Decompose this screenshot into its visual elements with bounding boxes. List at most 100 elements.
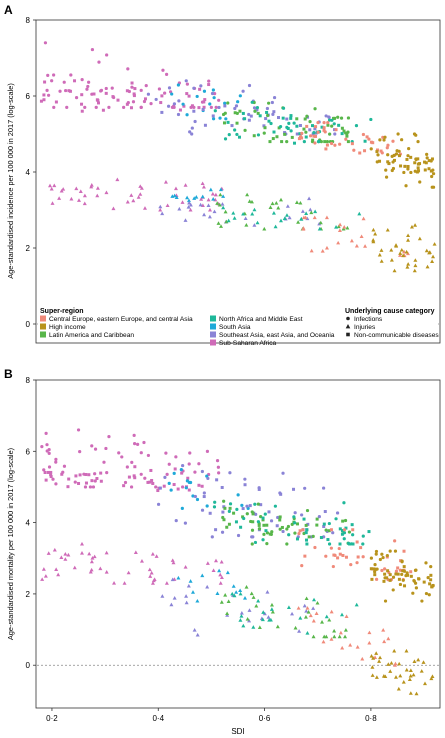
infection-point	[181, 102, 185, 106]
infection-point	[236, 493, 240, 497]
ncd-point	[322, 524, 326, 528]
injury-point	[219, 600, 224, 604]
infection-point	[411, 591, 415, 595]
ytick-label: 2	[26, 590, 31, 599]
injury-point	[338, 630, 343, 635]
injury-point	[379, 248, 384, 252]
infection-point	[327, 115, 331, 119]
ncd-point	[416, 157, 420, 161]
injury-point	[406, 238, 411, 242]
ncd-point	[200, 484, 204, 488]
infection-point	[262, 131, 266, 135]
infection-point	[343, 518, 348, 523]
injury-point	[369, 653, 374, 658]
infection-point	[130, 460, 134, 464]
ncd-point	[338, 527, 342, 531]
injury-point	[306, 610, 311, 614]
injury-point	[95, 186, 100, 190]
ncd-point	[264, 529, 268, 533]
injury-point	[188, 202, 193, 207]
ncd-point	[292, 487, 296, 491]
ncd-point	[341, 553, 345, 557]
injury-point	[223, 209, 228, 214]
injury-point	[385, 227, 390, 232]
infection-point	[311, 534, 315, 538]
infection-point	[243, 477, 247, 481]
injury-point	[285, 204, 290, 208]
injury-point	[294, 200, 299, 205]
ncd-point	[237, 135, 241, 139]
injury-point	[303, 215, 308, 220]
injury-point	[354, 243, 359, 248]
infection-point	[223, 101, 227, 105]
infection-point	[287, 121, 291, 125]
ncd-point	[78, 473, 82, 477]
ncd-point	[101, 108, 105, 112]
injury-point	[413, 223, 418, 227]
injury-point	[165, 203, 170, 208]
ncd-point	[116, 98, 120, 102]
panel-a-label: A	[4, 3, 13, 17]
injury-point	[344, 614, 349, 619]
ncd-point	[243, 117, 247, 121]
ncd-point	[383, 572, 387, 576]
ncd-point	[355, 540, 359, 544]
infection-point	[214, 105, 218, 109]
infection-point	[383, 599, 388, 603]
injury-point	[223, 593, 228, 597]
infection-point	[163, 475, 167, 479]
infection-point	[297, 532, 301, 536]
ncd-point	[257, 487, 261, 491]
injury-point	[377, 252, 382, 257]
legend-swatch	[210, 339, 216, 346]
ncd-point	[413, 161, 417, 165]
injury-point	[268, 205, 273, 210]
infection-point	[228, 502, 233, 506]
injury-point	[406, 233, 411, 238]
ncd-point	[160, 94, 164, 98]
ncd-point	[149, 468, 153, 472]
ncd-point	[310, 124, 314, 128]
ncd-point	[423, 160, 427, 164]
infection-point	[217, 471, 221, 475]
injury-point	[371, 238, 376, 242]
legend-region-title: Super-region	[40, 308, 84, 315]
infection-point	[313, 107, 317, 111]
infection-point	[164, 451, 168, 455]
ncd-point	[382, 579, 386, 583]
ncd-point	[182, 104, 186, 108]
injury-point	[218, 187, 223, 192]
ncd-point	[241, 507, 245, 511]
injury-point	[151, 578, 156, 583]
injury-point	[52, 547, 57, 552]
infection-point	[243, 128, 247, 132]
infection-point	[188, 130, 192, 134]
ncd-point	[66, 485, 70, 489]
infection-point	[185, 113, 189, 117]
ncd-point	[251, 512, 255, 516]
infection-point	[215, 459, 220, 463]
injury-point	[309, 248, 314, 253]
infection-point	[54, 460, 58, 464]
infection-point	[139, 451, 143, 455]
injury-point	[389, 258, 394, 262]
ncd-point	[308, 128, 312, 132]
infection-point	[216, 465, 220, 469]
injury-point	[57, 196, 62, 200]
injury-point	[336, 240, 341, 245]
injury-point	[430, 259, 435, 263]
injury-point	[275, 624, 280, 629]
infection-point	[420, 599, 424, 603]
injury-point	[215, 201, 220, 205]
infection-point	[142, 99, 147, 104]
injury-point	[432, 242, 437, 246]
ncd-point	[203, 123, 207, 127]
infection-point	[361, 542, 365, 546]
infection-point	[303, 486, 307, 490]
ncd-point	[429, 578, 433, 582]
injury-point	[270, 201, 275, 206]
infection-point	[386, 153, 390, 157]
infection-point	[374, 577, 379, 581]
infection-point	[383, 567, 387, 571]
infection-point	[154, 97, 158, 102]
